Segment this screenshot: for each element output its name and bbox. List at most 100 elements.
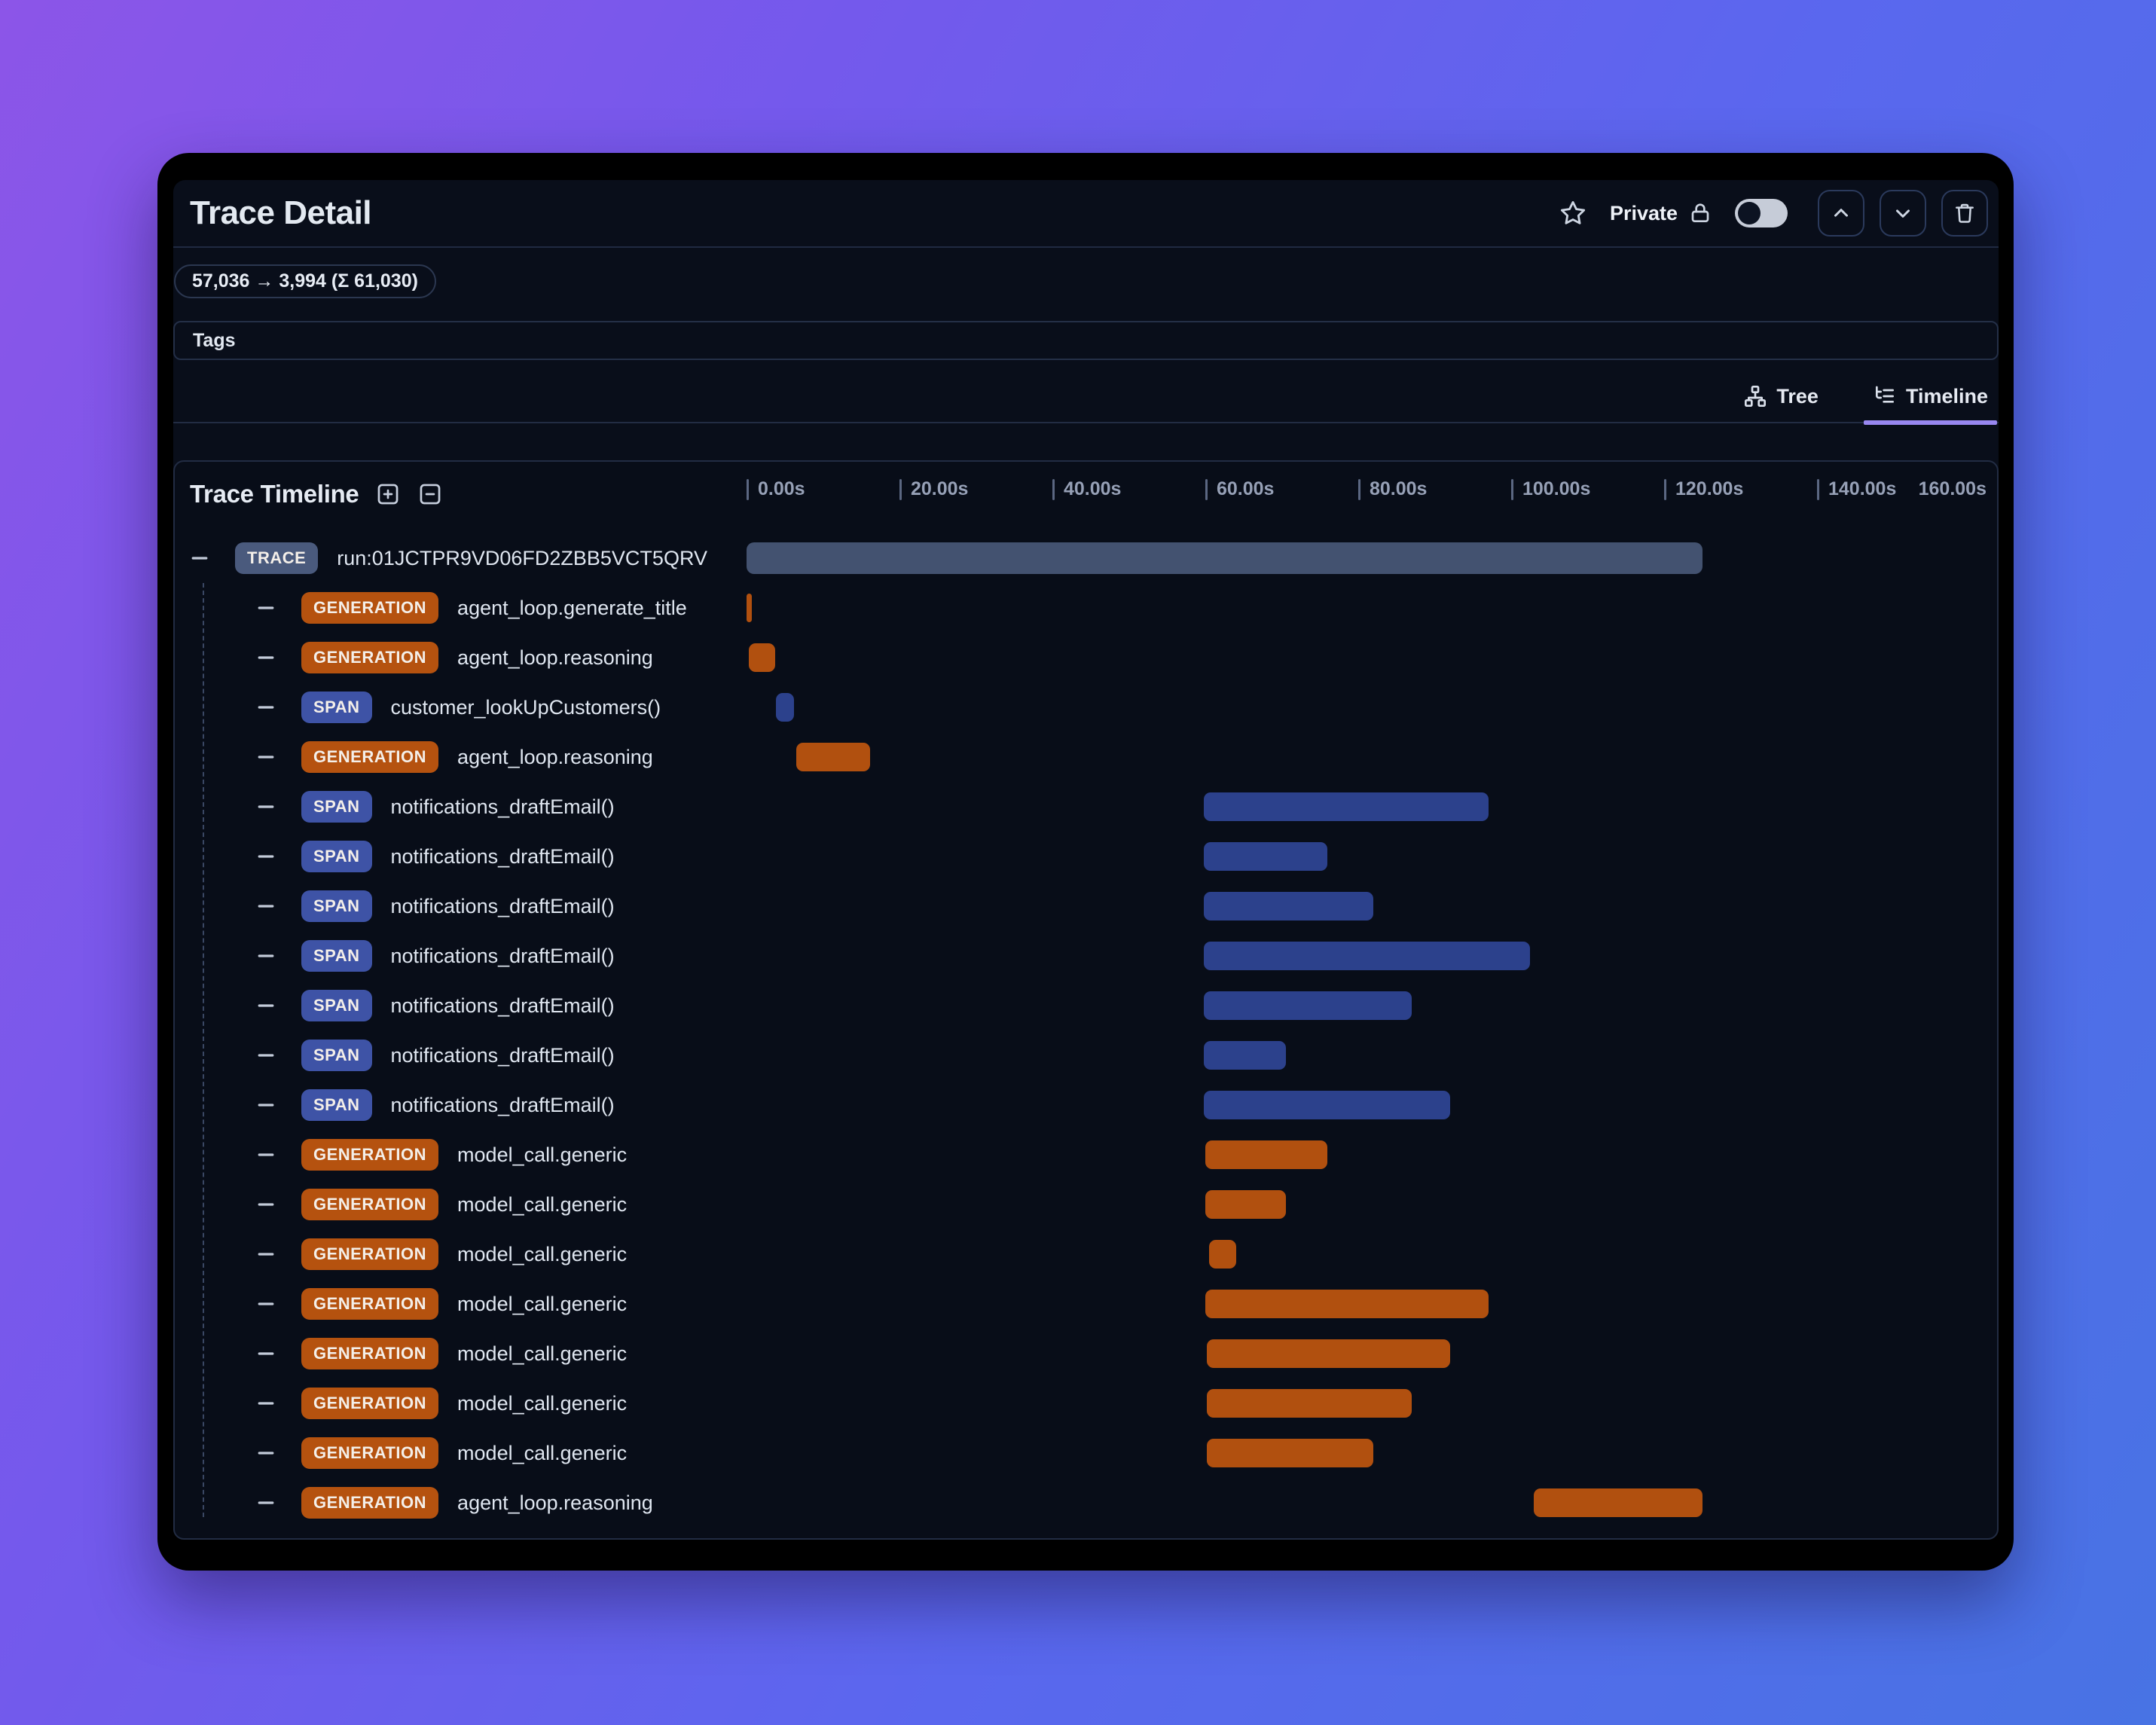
tick-mark bbox=[1205, 478, 1208, 500]
trace-detail-panel: Trace Detail Private bbox=[173, 180, 1999, 1540]
collapse-minus-icon[interactable] bbox=[255, 646, 277, 669]
span-row[interactable]: SPAN notifications_draftEmail() bbox=[175, 782, 1997, 832]
tick-label: 140.00s bbox=[1828, 478, 1897, 499]
timeline-bar[interactable] bbox=[1534, 1488, 1703, 1517]
observation-name: notifications_draftEmail() bbox=[390, 844, 615, 868]
span-row[interactable]: SPAN notifications_draftEmail() bbox=[175, 931, 1997, 981]
collapse-minus-icon[interactable] bbox=[255, 1044, 277, 1067]
zoom-out-icon[interactable] bbox=[417, 481, 443, 507]
collapse-minus-icon[interactable] bbox=[255, 696, 277, 719]
timeline-bar[interactable] bbox=[1203, 892, 1374, 921]
expand-all-button[interactable] bbox=[1880, 190, 1926, 237]
timeline-bar[interactable] bbox=[1203, 792, 1489, 821]
collapse-minus-icon[interactable] bbox=[255, 1143, 277, 1166]
tab-timeline[interactable]: Timeline bbox=[1863, 378, 1998, 425]
observation-name: model_call.generic bbox=[457, 1292, 628, 1315]
chevron-down-icon bbox=[1892, 202, 1914, 224]
collapse-all-button[interactable] bbox=[1818, 190, 1864, 237]
timeline-bar[interactable] bbox=[747, 594, 753, 622]
page-title: Trace Detail bbox=[190, 194, 372, 231]
toggle-knob bbox=[1738, 202, 1761, 224]
timeline-bar[interactable] bbox=[1203, 942, 1531, 970]
observation-name: model_call.generic bbox=[457, 1242, 628, 1266]
timeline-title: Trace Timeline bbox=[190, 480, 359, 508]
collapse-minus-icon[interactable] bbox=[255, 795, 277, 818]
tags-input[interactable]: Tags bbox=[173, 321, 1999, 360]
tick-mark bbox=[1664, 478, 1666, 500]
window-header: Trace Detail Private bbox=[173, 180, 1999, 248]
observation-name: model_call.generic bbox=[457, 1342, 628, 1365]
trace-row[interactable]: TRACE run:01JCTPR9VD06FD2ZBB5VCT5QRV bbox=[175, 533, 1997, 583]
collapse-minus-icon[interactable] bbox=[255, 1293, 277, 1315]
generation-row[interactable]: GENERATION model_call.generic bbox=[175, 1229, 1997, 1279]
collapse-minus-icon[interactable] bbox=[255, 945, 277, 967]
tick-label: 40.00s bbox=[1064, 478, 1122, 499]
observation-name: model_call.generic bbox=[457, 1391, 628, 1415]
token-usage-badge: 57,036 → 3,994 (Σ 61,030) bbox=[174, 264, 436, 298]
zoom-in-icon[interactable] bbox=[375, 481, 401, 507]
span-row[interactable]: SPAN notifications_draftEmail() bbox=[175, 1030, 1997, 1080]
observation-type-badge: SPAN bbox=[301, 940, 372, 972]
observation-name: agent_loop.generate_title bbox=[457, 596, 687, 619]
generation-row[interactable]: GENERATION model_call.generic bbox=[175, 1130, 1997, 1180]
collapse-minus-icon[interactable] bbox=[255, 1193, 277, 1216]
trash-icon bbox=[1953, 201, 1977, 225]
collapse-minus-icon[interactable] bbox=[255, 1491, 277, 1514]
timeline-bar[interactable] bbox=[1203, 1091, 1450, 1119]
timeline-bar[interactable] bbox=[1205, 1140, 1328, 1169]
timeline-bar[interactable] bbox=[749, 643, 775, 672]
timeline-bar[interactable] bbox=[1209, 1240, 1236, 1269]
timeline-bar[interactable] bbox=[1203, 1041, 1286, 1070]
observation-type-badge: SPAN bbox=[301, 841, 372, 872]
timeline-bar[interactable] bbox=[1205, 1290, 1489, 1318]
generation-row[interactable]: GENERATION agent_loop.reasoning bbox=[175, 633, 1997, 682]
timeline-bar[interactable] bbox=[1207, 1439, 1374, 1467]
span-row[interactable]: SPAN notifications_draftEmail() bbox=[175, 881, 1997, 931]
generation-row[interactable]: GENERATION model_call.generic bbox=[175, 1428, 1997, 1478]
timeline-bar[interactable] bbox=[1203, 842, 1328, 871]
observation-name: model_call.generic bbox=[457, 1143, 628, 1166]
collapse-minus-icon[interactable] bbox=[255, 1094, 277, 1116]
tick-label: 20.00s bbox=[911, 478, 969, 499]
generation-row[interactable]: GENERATION agent_loop.reasoning bbox=[175, 1478, 1997, 1528]
privacy-control: Private bbox=[1610, 201, 1712, 225]
timeline-bar[interactable] bbox=[747, 542, 1703, 574]
timeline-bar[interactable] bbox=[796, 743, 871, 771]
collapse-minus-icon[interactable] bbox=[255, 746, 277, 768]
span-row[interactable]: SPAN customer_lookUpCustomers() bbox=[175, 682, 1997, 732]
privacy-toggle[interactable] bbox=[1735, 199, 1788, 227]
timeline-bar[interactable] bbox=[1207, 1339, 1450, 1368]
collapse-minus-icon[interactable] bbox=[188, 547, 211, 569]
observation-type-badge: GENERATION bbox=[301, 642, 439, 673]
view-tabs: Tree Timeline bbox=[173, 378, 1999, 425]
generation-row[interactable]: GENERATION agent_loop.reasoning bbox=[175, 732, 1997, 782]
timeline-bar[interactable] bbox=[775, 693, 794, 722]
trace-timeline-box: Trace Timeline 0.00s 20.00s 40.00s 60.00s 80… bbox=[173, 460, 1999, 1540]
span-row[interactable]: SPAN notifications_draftEmail() bbox=[175, 981, 1997, 1030]
delete-trace-button[interactable] bbox=[1941, 190, 1988, 237]
collapse-minus-icon[interactable] bbox=[255, 994, 277, 1017]
collapse-minus-icon[interactable] bbox=[255, 597, 277, 619]
collapse-minus-icon[interactable] bbox=[255, 845, 277, 868]
generation-row[interactable]: GENERATION model_call.generic bbox=[175, 1279, 1997, 1329]
tab-tree[interactable]: Tree bbox=[1737, 378, 1825, 422]
observation-name: model_call.generic bbox=[457, 1441, 628, 1464]
span-row[interactable]: SPAN notifications_draftEmail() bbox=[175, 1080, 1997, 1130]
timeline-bar[interactable] bbox=[1207, 1389, 1412, 1418]
generation-row[interactable]: GENERATION model_call.generic bbox=[175, 1180, 1997, 1229]
generation-row[interactable]: GENERATION model_call.generic bbox=[175, 1329, 1997, 1378]
timeline-bar[interactable] bbox=[1203, 991, 1412, 1020]
collapse-minus-icon[interactable] bbox=[255, 1392, 277, 1415]
generation-row[interactable]: GENERATION agent_loop.generate_title bbox=[175, 583, 1997, 633]
observation-type-badge: SPAN bbox=[301, 990, 372, 1021]
collapse-minus-icon[interactable] bbox=[255, 895, 277, 917]
tick-mark bbox=[747, 478, 749, 500]
timeline-bar[interactable] bbox=[1205, 1190, 1286, 1219]
collapse-minus-icon[interactable] bbox=[255, 1243, 277, 1266]
generation-row[interactable]: GENERATION model_call.generic bbox=[175, 1378, 1997, 1428]
collapse-minus-icon[interactable] bbox=[255, 1442, 277, 1464]
star-icon[interactable] bbox=[1559, 199, 1587, 227]
collapse-minus-icon[interactable] bbox=[255, 1342, 277, 1365]
span-row[interactable]: SPAN notifications_draftEmail() bbox=[175, 832, 1997, 881]
